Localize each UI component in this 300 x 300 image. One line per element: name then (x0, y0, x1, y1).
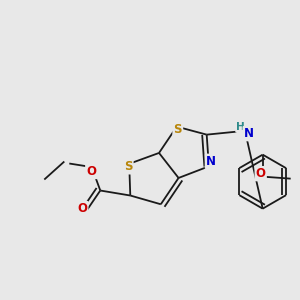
Text: O: O (256, 167, 266, 180)
Text: S: S (124, 160, 132, 173)
Text: N: N (206, 155, 216, 168)
Text: O: O (77, 202, 87, 215)
Text: O: O (86, 165, 96, 178)
Text: H: H (236, 122, 245, 132)
Text: S: S (173, 123, 182, 136)
Text: N: N (244, 127, 254, 140)
